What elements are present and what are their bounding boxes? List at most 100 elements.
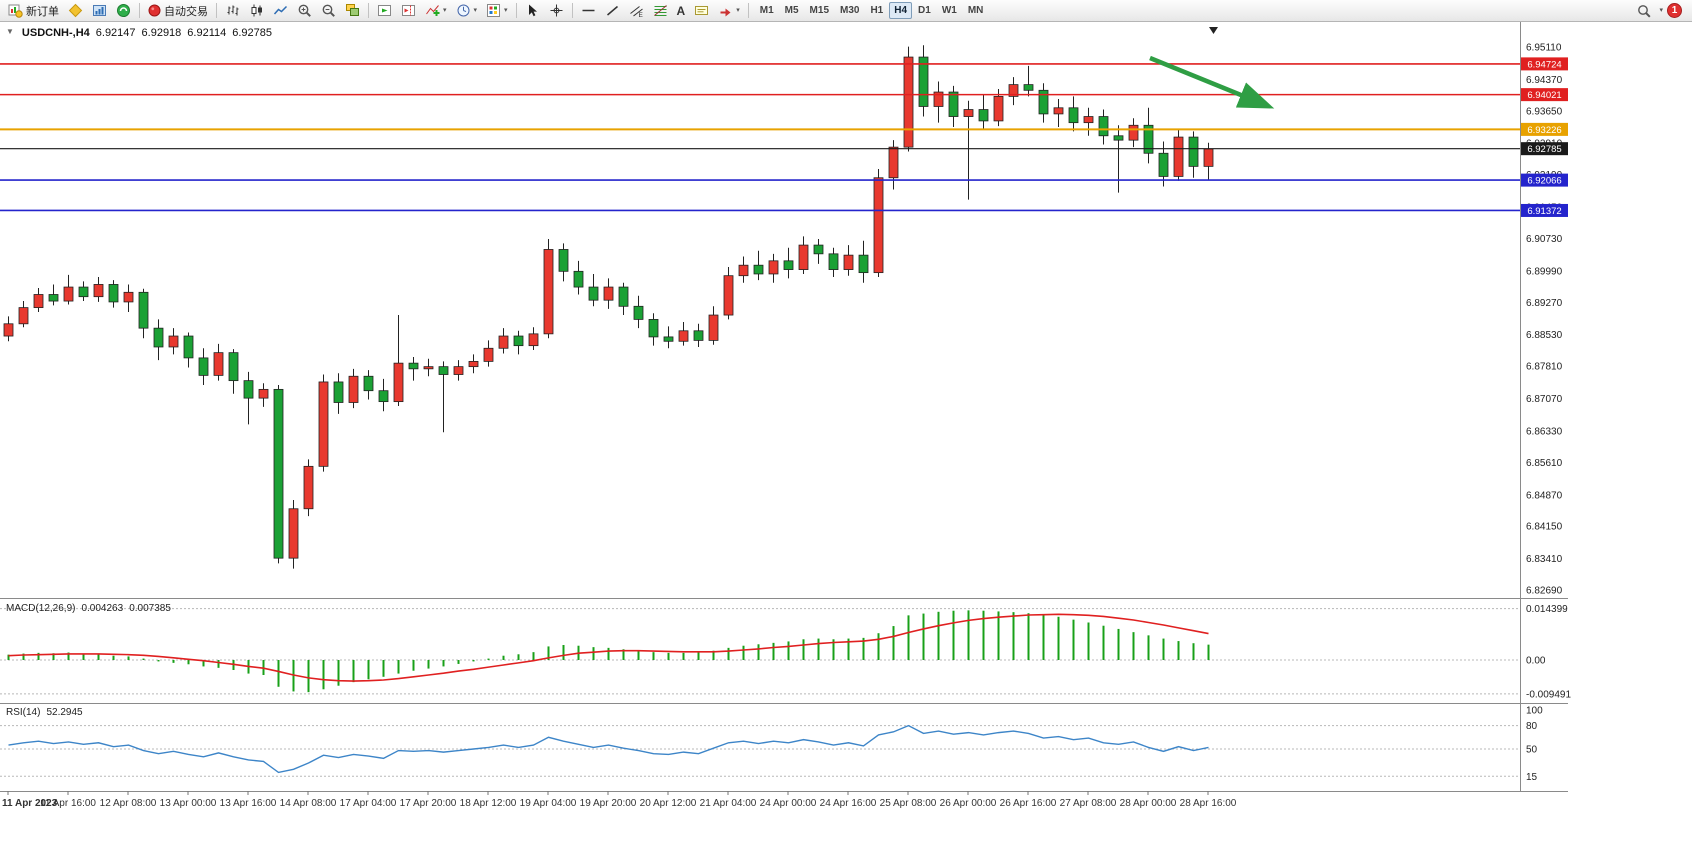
price-axis-label: 6.87070 xyxy=(1526,394,1563,405)
trendline-tool-button[interactable] xyxy=(601,1,624,21)
tile-windows-button[interactable] xyxy=(341,1,364,21)
auto-scroll-button[interactable] xyxy=(373,1,396,21)
candlestick-mode-button[interactable] xyxy=(245,1,268,21)
clock-icon xyxy=(457,4,470,17)
high-value: 6.92918 xyxy=(141,27,182,39)
chart-shift-marker[interactable] xyxy=(1209,27,1218,34)
price-badge[interactable] xyxy=(1521,122,1568,136)
gem-button[interactable] xyxy=(64,1,87,21)
depth-chart-icon xyxy=(93,5,106,16)
fibonacci-tool-button[interactable] xyxy=(649,1,672,21)
candle-down xyxy=(198,357,209,376)
candle-down xyxy=(753,264,764,275)
horizontal-line-tool-button[interactable] xyxy=(577,1,600,21)
candle-up xyxy=(993,96,1004,122)
candle-down xyxy=(228,352,239,382)
price-axis-label: 6.93650 xyxy=(1526,106,1563,117)
toolbar-separator xyxy=(216,3,217,18)
price-axis-scale[interactable] xyxy=(1520,22,1590,791)
candle-up xyxy=(1053,107,1064,115)
trend-arrow-annotation[interactable] xyxy=(1149,55,1275,109)
templates-button[interactable]: ▾ xyxy=(482,1,512,21)
candle-down xyxy=(858,254,869,274)
support-button[interactable] xyxy=(112,1,135,21)
candle-down xyxy=(813,244,824,255)
new-order-label: 新订单 xyxy=(26,5,59,18)
new-order-button[interactable]: 新订单 xyxy=(4,1,63,21)
rsi-panel[interactable] xyxy=(0,703,1520,791)
price-axis-label: 6.82690 xyxy=(1526,586,1563,597)
bar-chart-mode-button[interactable] xyxy=(221,1,244,21)
time-axis-scale[interactable] xyxy=(0,791,1568,813)
candle-down xyxy=(828,253,839,270)
price-badge[interactable] xyxy=(1521,57,1568,71)
timeframe-button-m5[interactable]: M5 xyxy=(780,2,804,19)
periods-button[interactable]: ▾ xyxy=(452,1,482,21)
candle-up xyxy=(468,360,479,368)
timeframe-button-m15[interactable]: M15 xyxy=(805,2,834,19)
zoom-in-button[interactable] xyxy=(293,1,316,21)
text-tool-icon: A xyxy=(676,3,686,18)
timeframe-toolbar: M1 M5 M15 M30 H1 H4 D1 W1 MN xyxy=(755,2,989,19)
toolbar-overflow-caret-icon[interactable]: ▾ xyxy=(1659,7,1663,14)
time-axis-label: 24 Apr 00:00 xyxy=(760,798,817,809)
zoom-out-button[interactable] xyxy=(317,1,340,21)
candle-down xyxy=(618,286,629,307)
text-tool-button[interactable]: A xyxy=(673,1,690,21)
main-toolbar: 新订单 自动交易 ▾ ▾ xyxy=(0,0,1692,22)
timeframe-button-h4[interactable]: H4 xyxy=(889,2,913,19)
zoom-out-icon xyxy=(322,4,335,17)
search-button[interactable] xyxy=(1633,1,1655,21)
candle-up xyxy=(528,333,539,347)
text-label-icon xyxy=(695,6,709,15)
candle-down xyxy=(558,249,569,272)
depth-of-market-button[interactable] xyxy=(88,1,111,21)
timeframe-button-m30[interactable]: M30 xyxy=(835,2,864,19)
price-badge-label: 6.94021 xyxy=(1527,90,1561,101)
price-badge[interactable] xyxy=(1521,173,1568,187)
candle-up xyxy=(903,56,914,148)
candle-up xyxy=(123,291,134,303)
timeframe-button-d1[interactable]: D1 xyxy=(913,2,936,19)
collapse-arrow-icon[interactable]: ▼ xyxy=(6,27,14,36)
arrow-object-icon xyxy=(720,8,731,17)
arrows-tool-button[interactable]: ▾ xyxy=(714,1,744,21)
time-axis-label: 13 Apr 16:00 xyxy=(220,798,277,809)
chevron-down-icon: ▾ xyxy=(504,7,508,14)
tile-windows-icon xyxy=(346,4,359,16)
macd-panel[interactable] xyxy=(0,598,1520,703)
main-plot-area[interactable] xyxy=(0,22,1520,598)
line-chart-mode-button[interactable] xyxy=(269,1,292,21)
low-value: 6.92114 xyxy=(187,27,227,39)
timeframe-button-w1[interactable]: W1 xyxy=(937,2,962,19)
equidistant-channel-tool-button[interactable]: E xyxy=(625,1,648,21)
notification-badge[interactable]: 1 xyxy=(1667,3,1682,18)
price-badge[interactable] xyxy=(1521,203,1568,217)
toolbar-right-cluster: ▾ 1 xyxy=(1633,1,1688,21)
label-tool-button[interactable] xyxy=(690,1,713,21)
time-axis-label: 27 Apr 08:00 xyxy=(1060,798,1117,809)
candle-down xyxy=(633,305,644,320)
indicators-icon xyxy=(426,5,440,16)
price-badge[interactable] xyxy=(1521,88,1568,102)
rsi-title: RSI(14) 52.2945 xyxy=(6,707,83,718)
price-badge[interactable] xyxy=(1521,142,1568,156)
candle-up xyxy=(708,314,719,341)
timeframe-button-h1[interactable]: H1 xyxy=(865,2,888,19)
candle-up xyxy=(738,264,749,277)
indicators-button[interactable]: ▾ xyxy=(421,1,451,21)
candle-down xyxy=(663,336,674,342)
time-axis-label: 28 Apr 16:00 xyxy=(1180,798,1237,809)
timeframe-button-mn[interactable]: MN xyxy=(963,2,989,19)
candle-down xyxy=(48,294,59,302)
candle-down xyxy=(513,335,524,347)
zoom-in-icon xyxy=(298,4,311,17)
autotrading-button[interactable]: 自动交易 xyxy=(144,1,212,21)
chart-shift-button[interactable] xyxy=(397,1,420,21)
candle-up xyxy=(3,323,14,337)
timeframe-button-m1[interactable]: M1 xyxy=(755,2,779,19)
crosshair-tool-button[interactable] xyxy=(545,1,568,21)
macd-signal-line xyxy=(8,613,1209,682)
cursor-tool-button[interactable] xyxy=(521,1,544,21)
macd-axis-label: 0.00 xyxy=(1526,656,1546,667)
